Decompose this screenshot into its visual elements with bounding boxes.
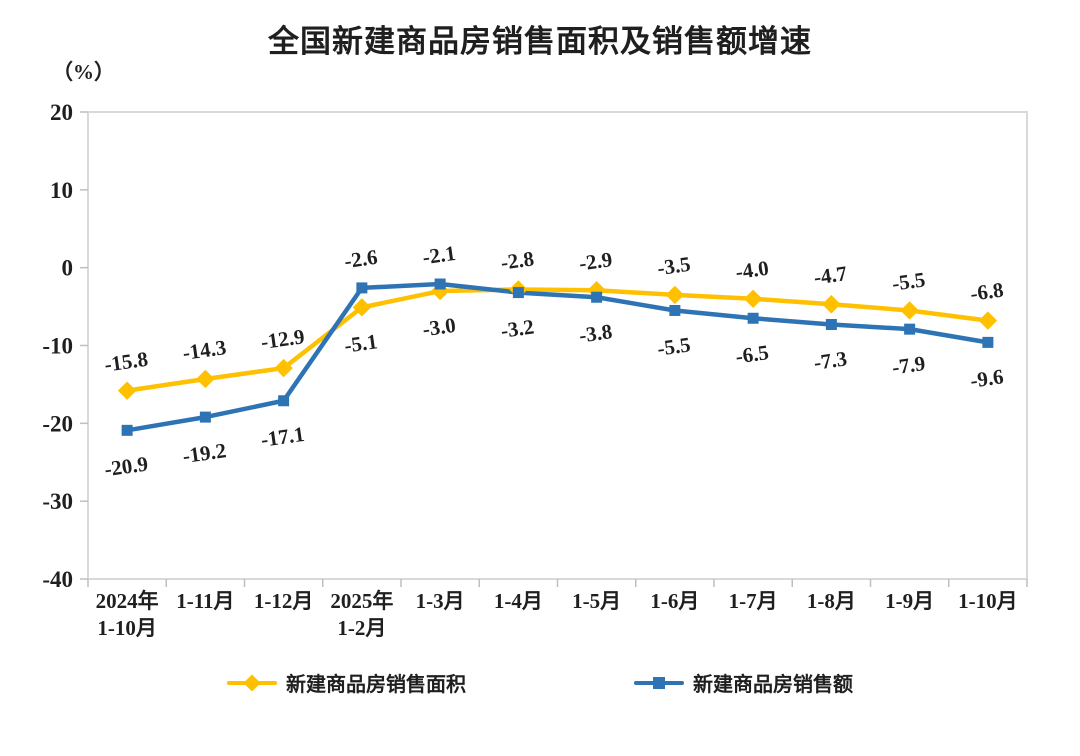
marker-diamond [900,301,919,320]
y-tick-label: -40 [42,567,73,592]
marker-diamond [822,295,841,314]
data-label: -3.2 [499,314,535,342]
data-label: -19.2 [181,438,228,468]
data-label: -9.6 [969,364,1005,392]
data-label: -4.0 [734,256,770,284]
marker-diamond [274,358,293,378]
x-tick-label: 1-5月 [572,589,621,613]
legend-label-sales-amount: 新建商品房销售额 [693,674,853,696]
chart-legend: 新建商品房销售面积 新建商品房销售额 [0,668,1080,697]
y-axis-unit-label: （%） [52,60,115,84]
data-label: -7.3 [812,346,848,374]
marker-square [591,291,603,303]
y-tick-label: 0 [62,256,74,281]
y-tick-label: -20 [42,411,73,436]
data-label: -6.5 [734,340,770,368]
x-tick-label: 2025年 [330,589,393,613]
legend-label-sales-area: 新建商品房销售面积 [286,674,466,696]
marker-diamond [352,298,372,317]
marker-square [356,282,368,294]
marker-square [121,424,133,436]
x-tick-label: 1-3月 [416,589,465,613]
marker-square [199,411,211,423]
series-line [124,281,991,433]
x-tick-label: 1-12月 [254,589,314,613]
data-label: -4.7 [812,261,848,289]
data-label: -6.8 [969,277,1005,305]
marker-square [747,312,759,324]
data-label: -7.9 [891,351,927,379]
marker-square [825,318,837,330]
x-tick-label: 1-11月 [176,589,234,613]
data-label: -14.3 [181,335,228,365]
marker-square [278,395,290,407]
data-label: -12.9 [259,324,306,354]
marker-square [982,336,994,348]
series-line [124,287,991,393]
y-tick-label: -10 [42,334,73,359]
line-chart-canvas: 20 10 0 -10 -20 -30 -40 2024年 1-10月 1-11月 1-12月 202… [42,100,1028,640]
x-tick-label: 1-6月 [650,589,699,613]
data-label: -20.9 [103,451,150,481]
sales-amount-line-marker-icon [634,675,684,691]
x-tick-label: 1-10月 [958,589,1018,613]
x-tick-label: 1-10月 [97,616,157,640]
marker-square [904,323,916,335]
data-label: -2.6 [343,245,379,273]
legend-item-sales-area: 新建商品房销售面积 [227,668,466,697]
data-label: -3.5 [656,252,692,280]
y-tick-label: 20 [50,100,73,125]
plot-border [87,111,1028,580]
chart-title: 全国新建商品房销售面积及销售额增速 [268,24,812,59]
data-label: -3.8 [578,319,614,347]
marker-diamond [743,289,763,308]
data-label: -2.8 [499,246,535,274]
legend-item-sales-amount: 新建商品房销售额 [634,668,853,697]
data-label: -2.1 [421,241,457,269]
x-tick-label: 2024年 [96,589,159,613]
x-tick-label: 1-2月 [337,616,386,640]
data-label: -5.5 [656,332,692,360]
marker-square [512,287,524,299]
marker-square [434,278,446,290]
marker-diamond [196,369,215,389]
marker-diamond [665,285,685,305]
x-tick-label: 1-7月 [729,589,778,613]
data-label: -5.1 [343,329,379,357]
x-tick-label: 1-9月 [885,589,934,613]
sales-area-line-marker-icon [227,674,277,691]
data-label: -17.1 [259,422,306,452]
marker-square [669,304,681,316]
data-label: -15.8 [103,347,150,377]
data-label: -3.0 [421,313,457,341]
x-tick-label: 1-8月 [807,589,856,613]
x-tick-label: 1-4月 [494,589,543,613]
y-tick-label: -30 [42,489,73,514]
y-tick-label: 10 [50,178,73,203]
data-label: -5.5 [891,267,927,295]
marker-diamond [978,311,998,330]
data-label: -2.9 [578,247,614,275]
marker-diamond [117,381,137,400]
